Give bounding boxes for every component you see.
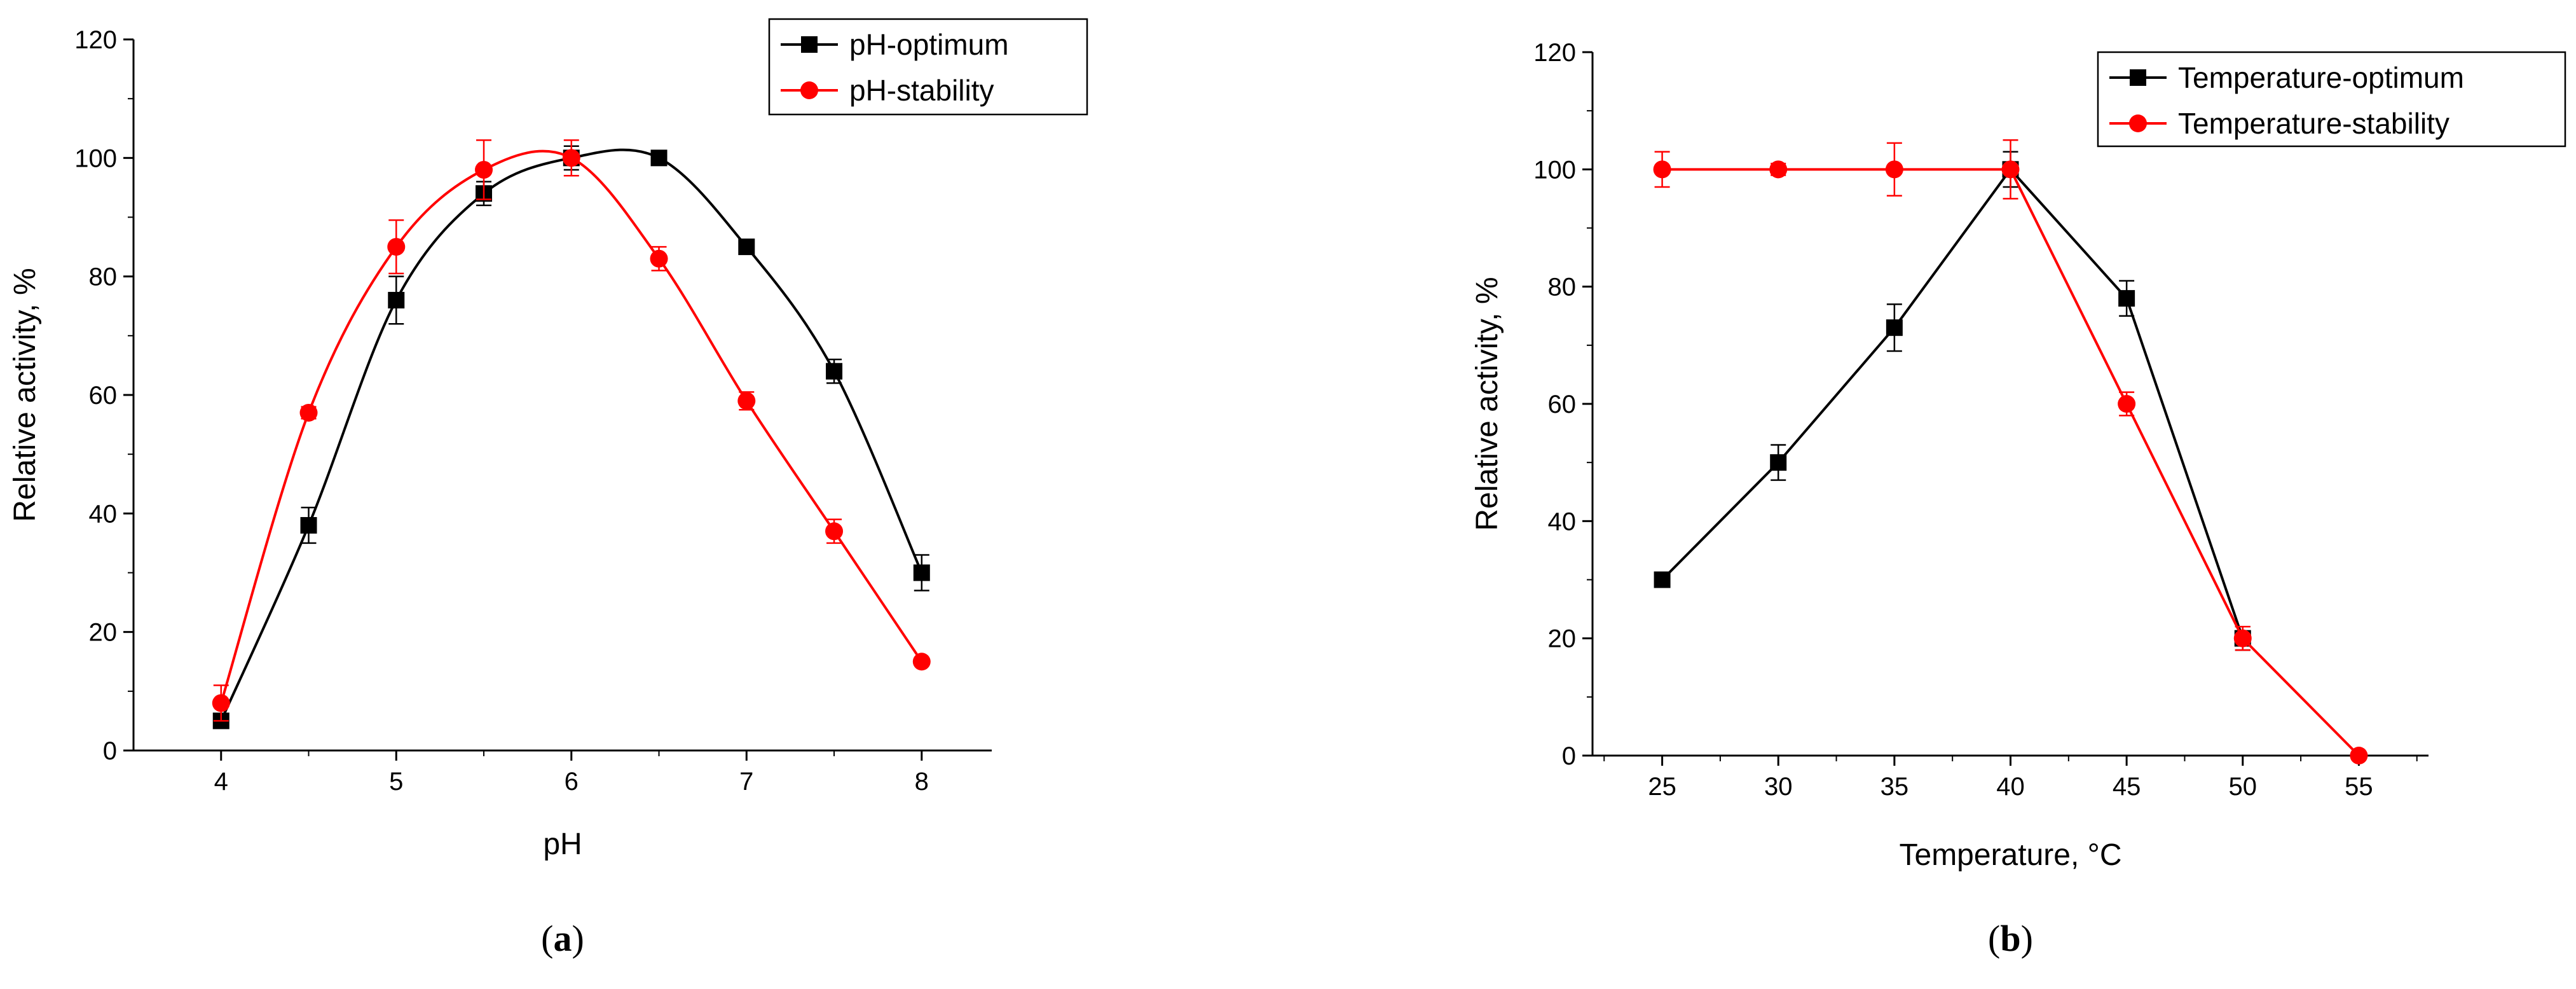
data-point bbox=[387, 238, 406, 256]
panel-label: (a) bbox=[541, 918, 584, 959]
y-tick-label: 20 bbox=[89, 619, 118, 647]
legend-label: Temperature-stability bbox=[2178, 107, 2449, 140]
data-point bbox=[825, 522, 844, 541]
data-point bbox=[300, 516, 317, 534]
y-tick-label: 40 bbox=[89, 500, 118, 528]
legend-box bbox=[2097, 51, 2566, 148]
x-axis-title: Temperature, °C bbox=[1900, 838, 2122, 872]
y-tick-label: 100 bbox=[74, 144, 117, 172]
legend-label: Temperature-optimum bbox=[2178, 61, 2464, 94]
data-point bbox=[562, 149, 580, 167]
series-line bbox=[1661, 167, 2244, 639]
x-tick-label: 7 bbox=[739, 768, 753, 796]
y-tick-label: 60 bbox=[1548, 391, 1577, 418]
data-point bbox=[737, 392, 756, 410]
data-point bbox=[826, 363, 843, 380]
x-tick-label: 30 bbox=[1764, 773, 1793, 801]
data-point bbox=[1654, 571, 1671, 588]
y-tick-label: 60 bbox=[89, 382, 118, 410]
y-tick-label: 80 bbox=[89, 263, 118, 291]
data-point bbox=[1886, 319, 1903, 336]
legend: Temperature-optimum Temperature-stability bbox=[2097, 51, 2566, 148]
data-point bbox=[913, 564, 930, 581]
y-tick-label: 40 bbox=[1548, 508, 1577, 536]
data-point bbox=[2118, 290, 2135, 307]
y-tick-label: 0 bbox=[1562, 742, 1576, 770]
legend-marker bbox=[801, 36, 818, 53]
x-tick-label: 40 bbox=[1996, 773, 2025, 801]
series-line bbox=[219, 149, 923, 704]
x-tick-label: 55 bbox=[2345, 773, 2373, 801]
legend-label: pH-optimum bbox=[849, 28, 1009, 61]
x-axis-title: pH bbox=[543, 827, 582, 861]
y-tick-label: 120 bbox=[74, 26, 117, 54]
y-axis-title: Relative activity, % bbox=[8, 268, 42, 522]
chart-panel-b: 0 20 40 60 80 100 120 25 30 35 40 45 50 55 Temperature… bbox=[1470, 39, 2566, 959]
data-point bbox=[1653, 160, 1671, 179]
x-tick-label: 4 bbox=[214, 768, 228, 796]
y-tick-label: 100 bbox=[1533, 156, 1576, 184]
x-tick-label: 6 bbox=[565, 768, 579, 796]
x-tick-label: 45 bbox=[2113, 773, 2141, 801]
y-tick-label: 120 bbox=[1533, 39, 1576, 67]
data-point bbox=[2233, 629, 2252, 647]
legend: pH-optimum pH-stability bbox=[768, 18, 1088, 116]
data-point bbox=[299, 403, 318, 422]
data-point bbox=[650, 149, 668, 167]
data-point bbox=[212, 694, 230, 712]
x-tick-label: 50 bbox=[2229, 773, 2257, 801]
x-tick-label: 35 bbox=[1881, 773, 1909, 801]
series-Temperature-optimum bbox=[1654, 151, 2251, 651]
data-point bbox=[2118, 395, 2136, 413]
data-point bbox=[650, 249, 668, 268]
legend-marker bbox=[2129, 114, 2147, 132]
data-point bbox=[475, 160, 493, 179]
legend-box bbox=[768, 18, 1088, 116]
data-point bbox=[2001, 160, 2020, 179]
series-line bbox=[1662, 168, 2360, 757]
series-line bbox=[219, 148, 923, 722]
legend-marker bbox=[2130, 69, 2146, 86]
x-tick-label: 5 bbox=[389, 768, 403, 796]
x-tick-label: 25 bbox=[1648, 773, 1676, 801]
data-point bbox=[1770, 454, 1787, 471]
data-point bbox=[912, 653, 931, 671]
chart-panel-a: 0 20 40 60 80 100 120 4 5 6 7 8 pH Relative activity,… bbox=[8, 18, 1088, 959]
data-point bbox=[738, 239, 755, 256]
data-point bbox=[1769, 160, 1788, 179]
y-tick-label: 0 bbox=[103, 737, 117, 765]
data-point bbox=[388, 291, 405, 308]
y-axis-title: Relative activity, % bbox=[1470, 277, 1504, 530]
series-Temperature-stability bbox=[1653, 139, 2368, 764]
series-pH-optimum bbox=[212, 145, 930, 730]
y-tick-label: 80 bbox=[1548, 273, 1577, 301]
legend-marker bbox=[800, 81, 818, 99]
panel-label: (b) bbox=[1988, 918, 2033, 959]
y-tick-label: 20 bbox=[1548, 625, 1577, 653]
x-tick-label: 8 bbox=[915, 768, 929, 796]
data-point bbox=[1885, 160, 1903, 179]
legend-label: pH-stability bbox=[849, 74, 994, 107]
series-pH-stability bbox=[212, 139, 931, 722]
data-point bbox=[2350, 747, 2368, 764]
